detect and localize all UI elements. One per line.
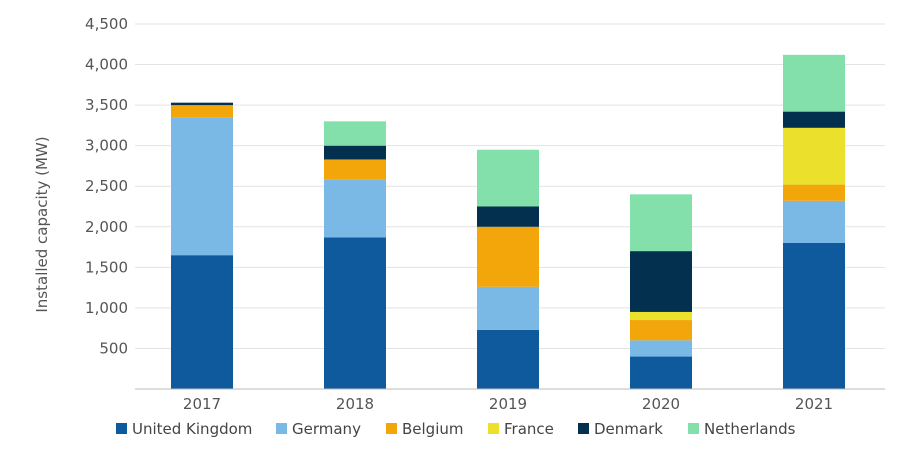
bar-2018-belgium bbox=[324, 159, 386, 180]
legend-label-germany: Germany bbox=[292, 420, 361, 438]
y-tick-label-4000: 4,000 bbox=[85, 56, 128, 74]
bar-2020-denmark bbox=[630, 251, 692, 312]
y-axis-label: Installed capacity (MW) bbox=[33, 136, 51, 312]
legend-swatch-united-kingdom bbox=[116, 423, 127, 434]
y-tick-label-1500: 1,500 bbox=[85, 258, 128, 276]
x-tick-label-2021: 2021 bbox=[795, 395, 833, 413]
bar-2018-denmark bbox=[324, 145, 386, 160]
legend-swatch-netherlands bbox=[688, 423, 699, 434]
bar-2020-germany bbox=[630, 340, 692, 357]
legend-swatch-france bbox=[488, 423, 499, 434]
y-tick-label-4500: 4,500 bbox=[85, 15, 128, 33]
bar-2017-united-kingdom bbox=[171, 255, 233, 389]
y-tick-label-500: 500 bbox=[99, 339, 128, 357]
bar-2019-germany bbox=[477, 286, 539, 330]
bar-2018-netherlands bbox=[324, 121, 386, 146]
bar-2019-denmark bbox=[477, 206, 539, 227]
bar-2021-netherlands bbox=[783, 54, 845, 112]
legend-label-denmark: Denmark bbox=[594, 420, 663, 438]
legend-swatch-germany bbox=[276, 423, 287, 434]
y-tick-label-1000: 1,000 bbox=[85, 299, 128, 317]
x-axis-ticks: 2017 2018 2019 2020 2021 bbox=[183, 395, 833, 413]
bar-2017-germany bbox=[171, 117, 233, 256]
bar-2017-belgium bbox=[171, 105, 233, 118]
bar-2021-united-kingdom bbox=[783, 243, 845, 389]
bar-2020-netherlands bbox=[630, 194, 692, 252]
x-tick-label-2020: 2020 bbox=[642, 395, 680, 413]
bar-2018-germany bbox=[324, 179, 386, 238]
legend-label-belgium: Belgium bbox=[402, 420, 464, 438]
x-tick-label-2018: 2018 bbox=[336, 395, 374, 413]
bar-2019-united-kingdom bbox=[477, 329, 539, 389]
bar-2020-belgium bbox=[630, 320, 692, 341]
legend-label-united-kingdom: United Kingdom bbox=[132, 420, 252, 438]
y-tick-label-3000: 3,000 bbox=[85, 137, 128, 155]
legend-swatch-denmark bbox=[578, 423, 589, 434]
bar-2019-netherlands bbox=[477, 149, 539, 207]
bar-2021-belgium bbox=[783, 184, 845, 201]
bar-2019-belgium bbox=[477, 226, 539, 287]
x-tick-label-2019: 2019 bbox=[489, 395, 527, 413]
y-tick-label-2500: 2,500 bbox=[85, 177, 128, 195]
legend-label-france: France bbox=[504, 420, 554, 438]
bar-2021-germany bbox=[783, 200, 845, 243]
y-tick-label-3500: 3,500 bbox=[85, 96, 128, 114]
y-tick-label-2000: 2,000 bbox=[85, 218, 128, 236]
bar-2021-france bbox=[783, 127, 845, 185]
bars bbox=[171, 54, 845, 389]
bar-2020-united-kingdom bbox=[630, 356, 692, 389]
y-axis-ticks: 500 1,000 1,500 2,000 2,500 3,000 3,500 4,000 4,… bbox=[85, 15, 128, 357]
bar-2017-denmark bbox=[171, 102, 233, 106]
bar-2018-united-kingdom bbox=[324, 237, 386, 389]
x-tick-label-2017: 2017 bbox=[183, 395, 221, 413]
bar-2020-france bbox=[630, 311, 692, 321]
bar-2021-denmark bbox=[783, 111, 845, 128]
legend-swatch-belgium bbox=[386, 423, 397, 434]
legend-label-netherlands: Netherlands bbox=[704, 420, 796, 438]
legend: United Kingdom Germany Belgium France Denmar… bbox=[116, 420, 796, 438]
